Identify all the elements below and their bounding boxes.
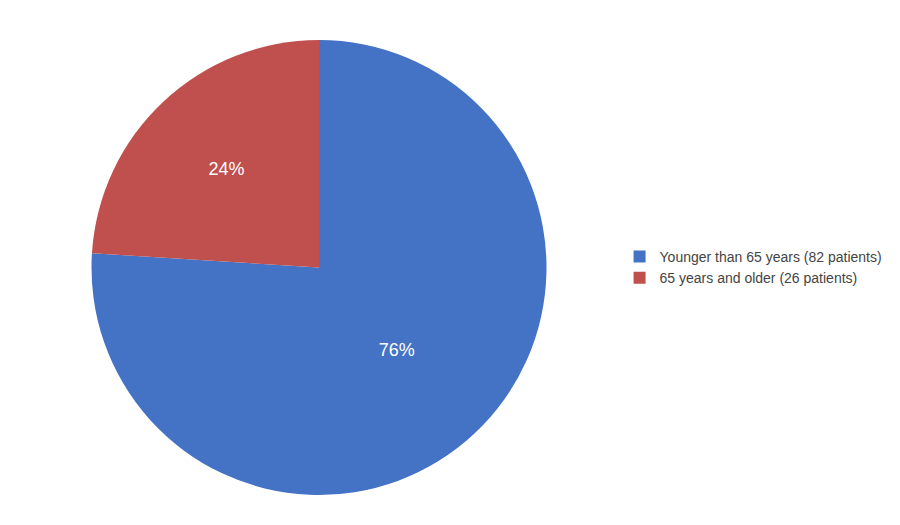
svg-text:76%: 76% xyxy=(379,340,415,360)
svg-text:24%: 24% xyxy=(209,159,245,179)
svg-text:Younger than 65 years (82 pati: Younger than 65 years (82 patients) xyxy=(660,249,882,265)
svg-text:65 years and older (26 patient: 65 years and older (26 patients) xyxy=(660,270,858,286)
